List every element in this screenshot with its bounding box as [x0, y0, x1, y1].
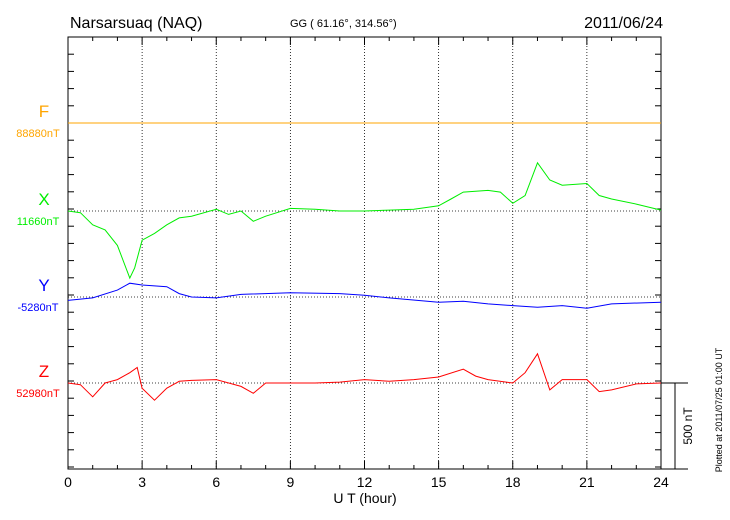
- series-line-x: [67, 161, 662, 280]
- series-name-z: Z: [39, 362, 49, 381]
- x-tick-label: 24: [653, 474, 669, 490]
- series-line-z: [67, 352, 662, 401]
- baseline-value-x: 11660nT: [17, 216, 60, 228]
- x-tick-label: 3: [138, 474, 146, 490]
- station-title: Narsarsuaq (NAQ): [70, 15, 202, 32]
- x-tick-label: 12: [357, 474, 373, 490]
- baseline-value-z: 52980nT: [16, 388, 60, 400]
- x-tick-label: 0: [64, 474, 72, 490]
- baseline-value-y: -5280nT: [18, 302, 59, 314]
- plotted-at-label: Plotted at 2011/07/25 01:00 UT: [714, 347, 724, 472]
- x-axis-label: U T (hour): [333, 490, 396, 506]
- x-tick-label: 15: [431, 474, 447, 490]
- coords-label: GG ( 61.16°, 314.56°): [290, 18, 397, 30]
- scale-bar-label: 500 nT: [681, 407, 695, 445]
- baseline-value-f: 88880nT: [16, 128, 60, 140]
- series-line-y: [67, 282, 662, 309]
- x-tick-label: 18: [505, 474, 521, 490]
- date-label: 2011/06/24: [584, 15, 663, 32]
- x-tick-label: 9: [286, 474, 294, 490]
- x-tick-label: 21: [579, 474, 595, 490]
- series-name-x: X: [38, 190, 49, 209]
- series-name-y: Y: [38, 276, 49, 295]
- x-tick-label: 6: [212, 474, 220, 490]
- series-name-f: F: [39, 102, 49, 121]
